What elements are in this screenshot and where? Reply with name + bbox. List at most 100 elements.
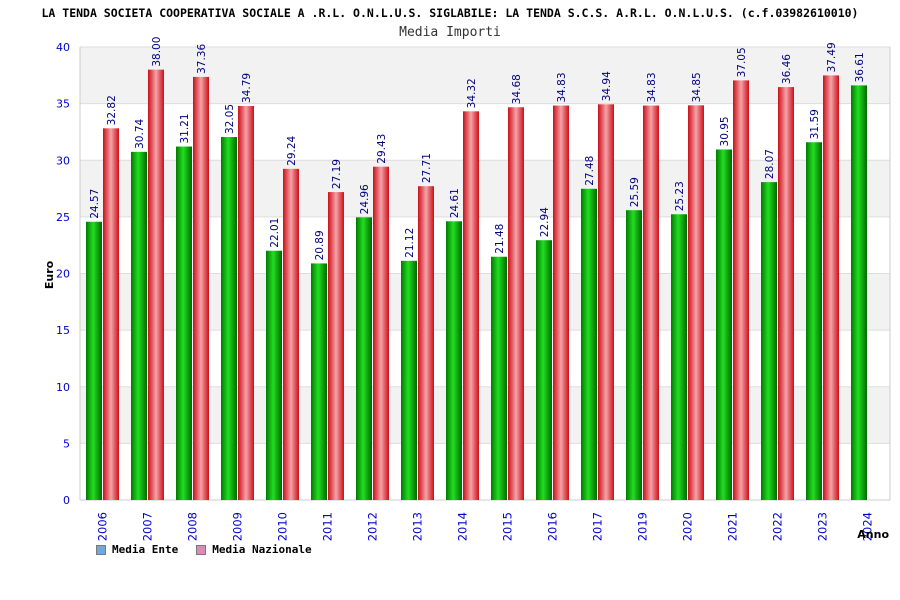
bar-media-nazionale-2007 xyxy=(148,69,164,501)
x-tick-label: 2023 xyxy=(816,512,830,541)
x-tick-label: 2021 xyxy=(726,512,740,541)
x-tick-label: 2009 xyxy=(231,512,245,541)
bar-media-ente-2022 xyxy=(761,182,777,501)
data-label-media-ente-2012: 24.96 xyxy=(359,184,371,214)
plot-band xyxy=(80,47,890,104)
bar-media-ente-2016 xyxy=(536,240,552,500)
bar-media-ente-2014 xyxy=(446,221,462,500)
y-axis-ticks: 0 5 10 15 20 25 30 35 40 xyxy=(56,41,70,507)
data-label-media-ente-2008: 31.21 xyxy=(179,113,191,143)
bar-media-nazionale-2011 xyxy=(328,192,344,501)
x-tick-label: 2022 xyxy=(771,512,785,541)
data-label-media-ente-2009: 32.05 xyxy=(224,104,236,134)
data-label-media-ente-2022: 28.07 xyxy=(764,149,776,179)
bar-media-nazionale-2008 xyxy=(193,76,209,500)
bar-media-nazionale-2015 xyxy=(508,107,524,501)
bar-media-ente-2007 xyxy=(131,151,147,500)
legend-label-media-nazionale: Media Nazionale xyxy=(212,543,312,556)
y-tick-label: 15 xyxy=(56,324,70,337)
data-label-media-ente-2013: 21.12 xyxy=(404,228,416,258)
legend-item-media-ente: Media Ente xyxy=(96,543,178,556)
data-label-media-nazionale-2016: 34.83 xyxy=(556,72,568,102)
data-label-media-nazionale-2012: 29.43 xyxy=(376,134,388,164)
data-labels: 24.57 32.82 30.74 38.00 31.21 37.36 32.05 34.79… xyxy=(89,37,866,261)
bar-media-nazionale-2021 xyxy=(733,80,749,500)
data-label-media-ente-2007: 30.74 xyxy=(134,118,146,148)
x-tick-label: 2019 xyxy=(636,512,650,541)
y-axis-label: Euro xyxy=(43,260,56,289)
data-label-media-ente-2020: 25.23 xyxy=(674,181,686,211)
x-axis-ticks: 2006 2007 2008 2009 2010 2011 2012 2013 2014 2015… xyxy=(96,512,875,541)
legend-label-media-ente: Media Ente xyxy=(112,543,179,556)
data-label-media-nazionale-2021: 37.05 xyxy=(736,47,748,77)
plot-band xyxy=(80,330,890,387)
plot-band xyxy=(80,103,890,161)
plot-background xyxy=(80,47,890,500)
bar-media-nazionale-2006 xyxy=(103,128,119,500)
data-label-media-ente-2006: 24.57 xyxy=(89,189,101,219)
x-tick-label: 2015 xyxy=(501,512,515,541)
data-label-media-ente-2019: 25.59 xyxy=(629,177,641,207)
plot-band xyxy=(80,160,890,217)
data-label-media-nazionale-2020: 34.85 xyxy=(691,72,703,102)
y-tick-label: 35 xyxy=(56,98,70,111)
legend-swatch-media-ente xyxy=(96,544,106,555)
bar-media-ente-2020 xyxy=(671,214,687,500)
legend-swatch-media-nazionale xyxy=(196,544,207,555)
y-tick-label: 0 xyxy=(63,494,70,507)
data-label-media-nazionale-2006: 32.82 xyxy=(106,95,118,125)
x-tick-label: 2014 xyxy=(456,512,470,541)
data-label-media-ente-2017: 27.48 xyxy=(584,156,596,186)
y-tick-label: 20 xyxy=(56,268,70,281)
data-label-media-nazionale-2007: 38.00 xyxy=(151,37,163,67)
data-label-media-ente-2015: 21.48 xyxy=(494,224,506,254)
x-tick-label: 2024 xyxy=(861,512,875,541)
data-label-media-nazionale-2009: 34.79 xyxy=(241,73,253,103)
data-label-media-nazionale-2015: 34.68 xyxy=(511,74,523,104)
bar-media-nazionale-2019 xyxy=(643,105,659,501)
y-tick-label: 40 xyxy=(56,41,70,54)
bar-media-ente-2013 xyxy=(401,260,417,500)
bar-media-ente-2023 xyxy=(806,142,822,500)
data-label-media-nazionale-2008: 37.36 xyxy=(196,44,208,74)
x-tick-label: 2008 xyxy=(186,512,200,541)
bars xyxy=(86,69,867,501)
plot-band xyxy=(80,273,890,331)
data-label-media-nazionale-2011: 27.19 xyxy=(331,159,343,189)
data-label-media-nazionale-2014: 34.32 xyxy=(466,78,478,108)
chart-title: Media Importi xyxy=(399,25,501,40)
bar-media-nazionale-2022 xyxy=(778,87,794,500)
bar-media-ente-2017 xyxy=(581,188,597,500)
bar-media-nazionale-2010 xyxy=(283,168,299,500)
gridlines xyxy=(79,46,891,501)
bar-media-ente-2009 xyxy=(221,137,237,500)
bar-media-nazionale-2013 xyxy=(418,186,434,500)
y-tick-label: 5 xyxy=(63,437,70,450)
data-label-media-nazionale-2013: 27.71 xyxy=(421,153,433,183)
data-label-media-ente-2010: 22.01 xyxy=(269,218,281,248)
x-tick-label: 2007 xyxy=(141,512,155,541)
data-label-media-nazionale-2010: 29.24 xyxy=(286,135,298,165)
y-tick-label: 30 xyxy=(56,154,70,167)
bar-media-ente-2015 xyxy=(491,256,507,500)
data-label-media-ente-2024: 36.61 xyxy=(854,52,866,82)
x-tick-label: 2016 xyxy=(546,512,560,541)
x-tick-label: 2013 xyxy=(411,512,425,541)
data-label-media-nazionale-2019: 34.83 xyxy=(646,72,658,102)
x-axis-label: Anno xyxy=(857,528,889,541)
x-tick-label: 2012 xyxy=(366,512,380,541)
data-label-media-nazionale-2022: 36.46 xyxy=(781,54,793,84)
bar-media-nazionale-2020 xyxy=(688,105,704,500)
bar-media-ente-2011 xyxy=(311,263,327,500)
bar-media-ente-2019 xyxy=(626,210,642,501)
y-tick-label: 10 xyxy=(56,381,70,394)
bar-media-nazionale-2009 xyxy=(238,106,254,501)
x-tick-label: 2020 xyxy=(681,512,695,541)
bar-media-ente-2008 xyxy=(176,146,192,500)
legend-item-media-nazionale: Media Nazionale xyxy=(196,543,312,556)
bar-media-ente-2012 xyxy=(356,217,372,500)
bar-media-nazionale-2017 xyxy=(598,104,614,500)
plot-band xyxy=(80,216,890,274)
